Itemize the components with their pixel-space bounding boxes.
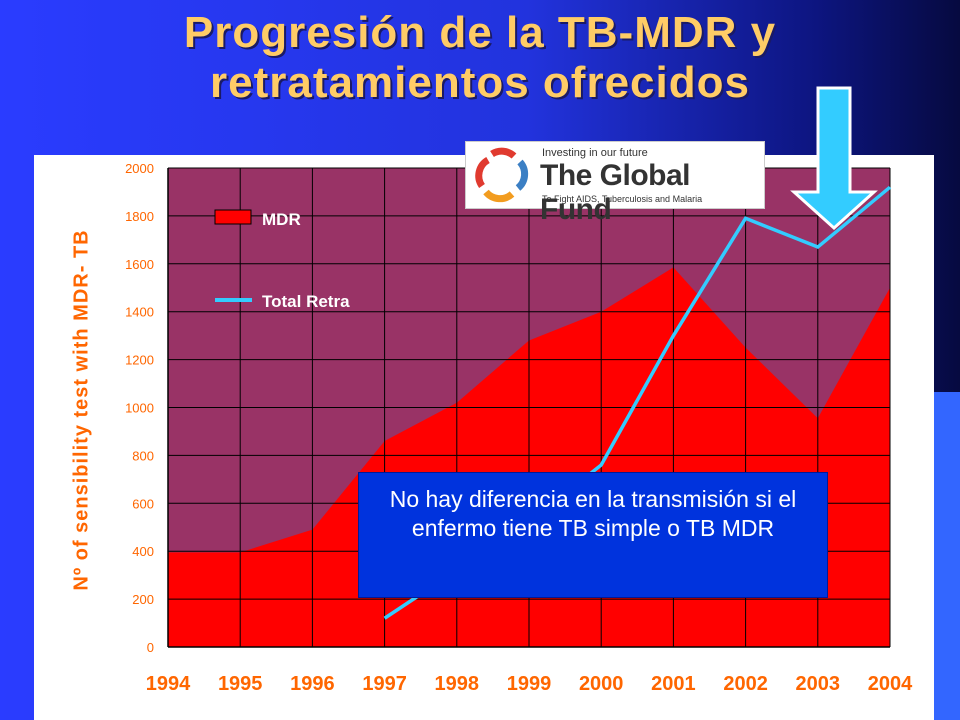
y-tick-label: 1400 (125, 305, 154, 320)
legend-mdr-swatch (214, 209, 252, 225)
y-tick-label: 1600 (125, 257, 154, 272)
y-axis-label: Nº of sensibility test with MDR- TB (70, 229, 93, 591)
x-tick-label: 2003 (796, 673, 841, 695)
x-tick-label: 2000 (579, 673, 624, 695)
x-tick-label: 1999 (507, 673, 552, 695)
legend-total-label: Total Retra (262, 292, 350, 311)
title-line-1: Progresión de la TB-MDR y (183, 8, 777, 57)
y-tick-label: 1000 (125, 401, 154, 416)
y-tick-label: 1800 (125, 209, 154, 224)
y-tick-label: 1200 (125, 353, 154, 368)
x-tick-label: 1997 (362, 673, 407, 695)
global-fund-logo: Investing in our future The Global Fund … (465, 141, 765, 226)
slide-title: Progresión de la TB-MDR y retratamientos… (0, 8, 960, 108)
y-tick-label: 2000 (125, 161, 154, 176)
y-tick-label: 800 (132, 448, 154, 463)
x-tick-label: 2001 (651, 673, 696, 695)
y-tick-label: 200 (132, 592, 154, 607)
callout-box: No hay diferencia en la transmisión si e… (358, 472, 828, 598)
y-tick-label: 400 (132, 544, 154, 559)
y-tick-label: 600 (132, 496, 154, 511)
x-tick-label: 1996 (290, 673, 335, 695)
y-tick-label: 0 (147, 640, 154, 655)
slide-corner-decoration (934, 392, 960, 720)
global-fund-emblem-icon (475, 147, 529, 203)
logo-brand: The Global Fund (540, 159, 691, 226)
x-tick-label: 1995 (218, 673, 263, 695)
logo-subtitle: To Fight AIDS, Tuberculosis and Malaria (542, 194, 703, 204)
title-line-2: retratamientos ofrecidos (210, 58, 750, 107)
legend-mdr-label: MDR (262, 210, 301, 229)
logo-tagline: Investing in our future (542, 147, 648, 159)
x-tick-label: 2004 (868, 673, 913, 695)
x-tick-label: 2002 (723, 673, 768, 695)
x-tick-label: 1994 (146, 673, 191, 695)
x-tick-label: 1998 (435, 673, 480, 695)
